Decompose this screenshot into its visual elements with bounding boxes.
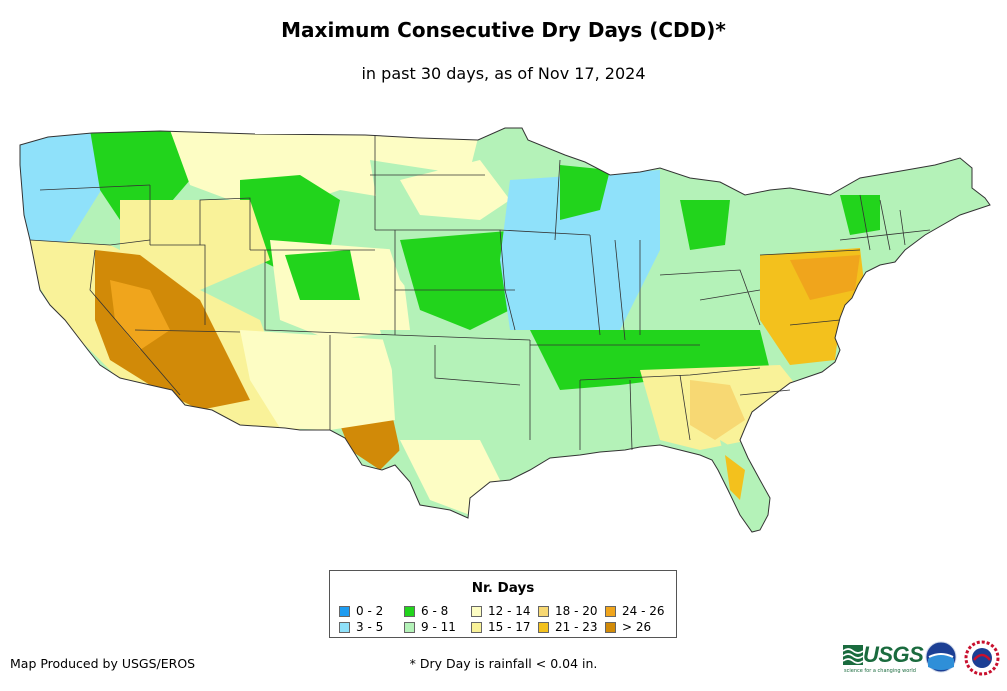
region-ny-green: [840, 195, 880, 235]
legend-item-21-23: 21 - 23: [538, 620, 598, 634]
legend-item-0-2: 0 - 2: [339, 604, 383, 618]
legend-swatch: [605, 621, 616, 633]
region-nevada-orange: [110, 280, 170, 350]
legend-label: > 26: [622, 620, 652, 634]
legend-item-9-11: 9 - 11: [404, 620, 456, 634]
nws-logo-icon: [964, 640, 1000, 676]
region-wisconsin-green: [560, 165, 610, 220]
legend-item-24-26: 24 - 26: [605, 604, 665, 618]
region-georgia: [690, 380, 745, 440]
credit-text: Map Produced by USGS/EROS: [10, 656, 196, 671]
legend-item-3-5: 3 - 5: [339, 620, 383, 634]
legend-item-12-14: 12 - 14: [471, 604, 531, 618]
us-outline: [19, 127, 991, 533]
usgs-wave-icon: [843, 645, 863, 665]
legend-label: 6 - 8: [421, 604, 449, 618]
region-colorado-green: [285, 250, 360, 300]
usgs-logo: USGS science for a changing world: [843, 642, 924, 674]
noaa-logo-icon: [925, 641, 957, 673]
legend-label: 0 - 2: [356, 604, 384, 618]
legend-label: 15 - 17: [488, 620, 531, 634]
map-title: Maximum Consecutive Dry Days (CDD)*: [281, 18, 726, 42]
legend-item-over-26: > 26: [605, 620, 651, 634]
region-florida-gold: [725, 455, 745, 500]
legend-label: 21 - 23: [555, 620, 598, 634]
region-michigan-green: [680, 200, 730, 250]
legend-label: 18 - 20: [555, 604, 598, 618]
region-pennsylvania: [790, 255, 860, 300]
region-northern-rockies: [90, 130, 190, 220]
state-borders: [29, 135, 931, 451]
legend-item-18-20: 18 - 20: [538, 604, 598, 618]
legend-label: 12 - 14: [488, 604, 531, 618]
legend-swatch: [471, 605, 482, 617]
region-pacific-northwest: [20, 130, 120, 260]
region-central-plains: [400, 230, 530, 330]
legend-item-6-8: 6 - 8: [404, 604, 448, 618]
legend-swatch: [538, 605, 549, 617]
legend-title: Nr. Days: [471, 580, 535, 596]
region-upper-midwest: [500, 170, 660, 345]
footnote-text: * Dry Day is rainfall < 0.04 in.: [409, 656, 598, 671]
legend-swatch: [404, 605, 415, 617]
legend-label: 9 - 11: [421, 620, 456, 634]
region-new-mexico: [240, 330, 395, 430]
legend-swatch: [339, 621, 350, 633]
legend-swatch: [538, 621, 549, 633]
legend-swatch: [605, 605, 616, 617]
usgs-tagline: science for a changing world: [844, 668, 916, 674]
legend-swatch: [404, 621, 415, 633]
legend-swatch: [339, 605, 350, 617]
legend-label: 24 - 26: [622, 604, 665, 618]
legend-item-15-17: 15 - 17: [471, 620, 531, 634]
legend-swatch: [471, 621, 482, 633]
legend-box: Nr. Days 0 - 2 3 - 5 6 - 8 9 - 11 12 - 1…: [329, 570, 677, 638]
usgs-wordmark: USGS: [863, 642, 924, 667]
map-subtitle: in past 30 days, as of Nov 17, 2024: [361, 64, 646, 83]
legend-label: 3 - 5: [356, 620, 384, 634]
